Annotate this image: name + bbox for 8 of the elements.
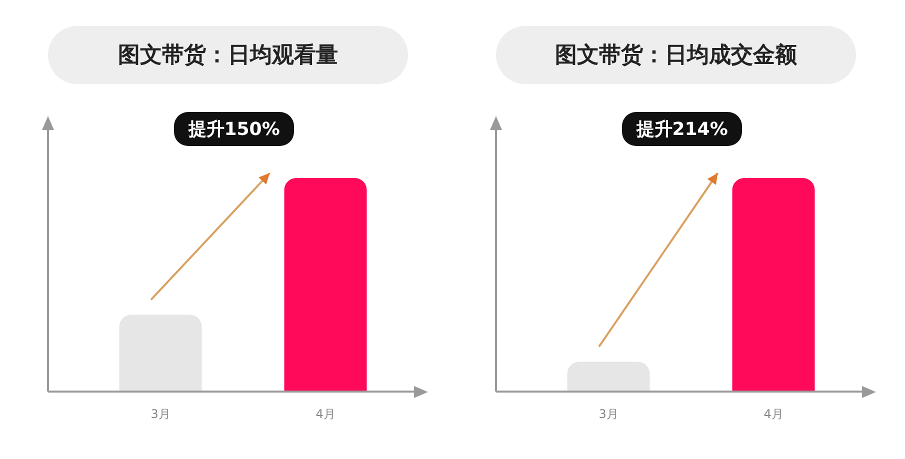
x-tick-label: 3月 [598, 406, 618, 421]
x-tick-label: 4月 [316, 406, 336, 421]
chart-title: 图文带货：日均成交金额 [496, 26, 856, 84]
x-tick-label: 4月 [764, 406, 784, 421]
text: 提升150% [174, 112, 294, 146]
x-tick-label: 3月 [150, 406, 170, 421]
text: 提升214% [622, 112, 742, 146]
chart-title: 图文带货：日均观看量 [48, 26, 408, 84]
